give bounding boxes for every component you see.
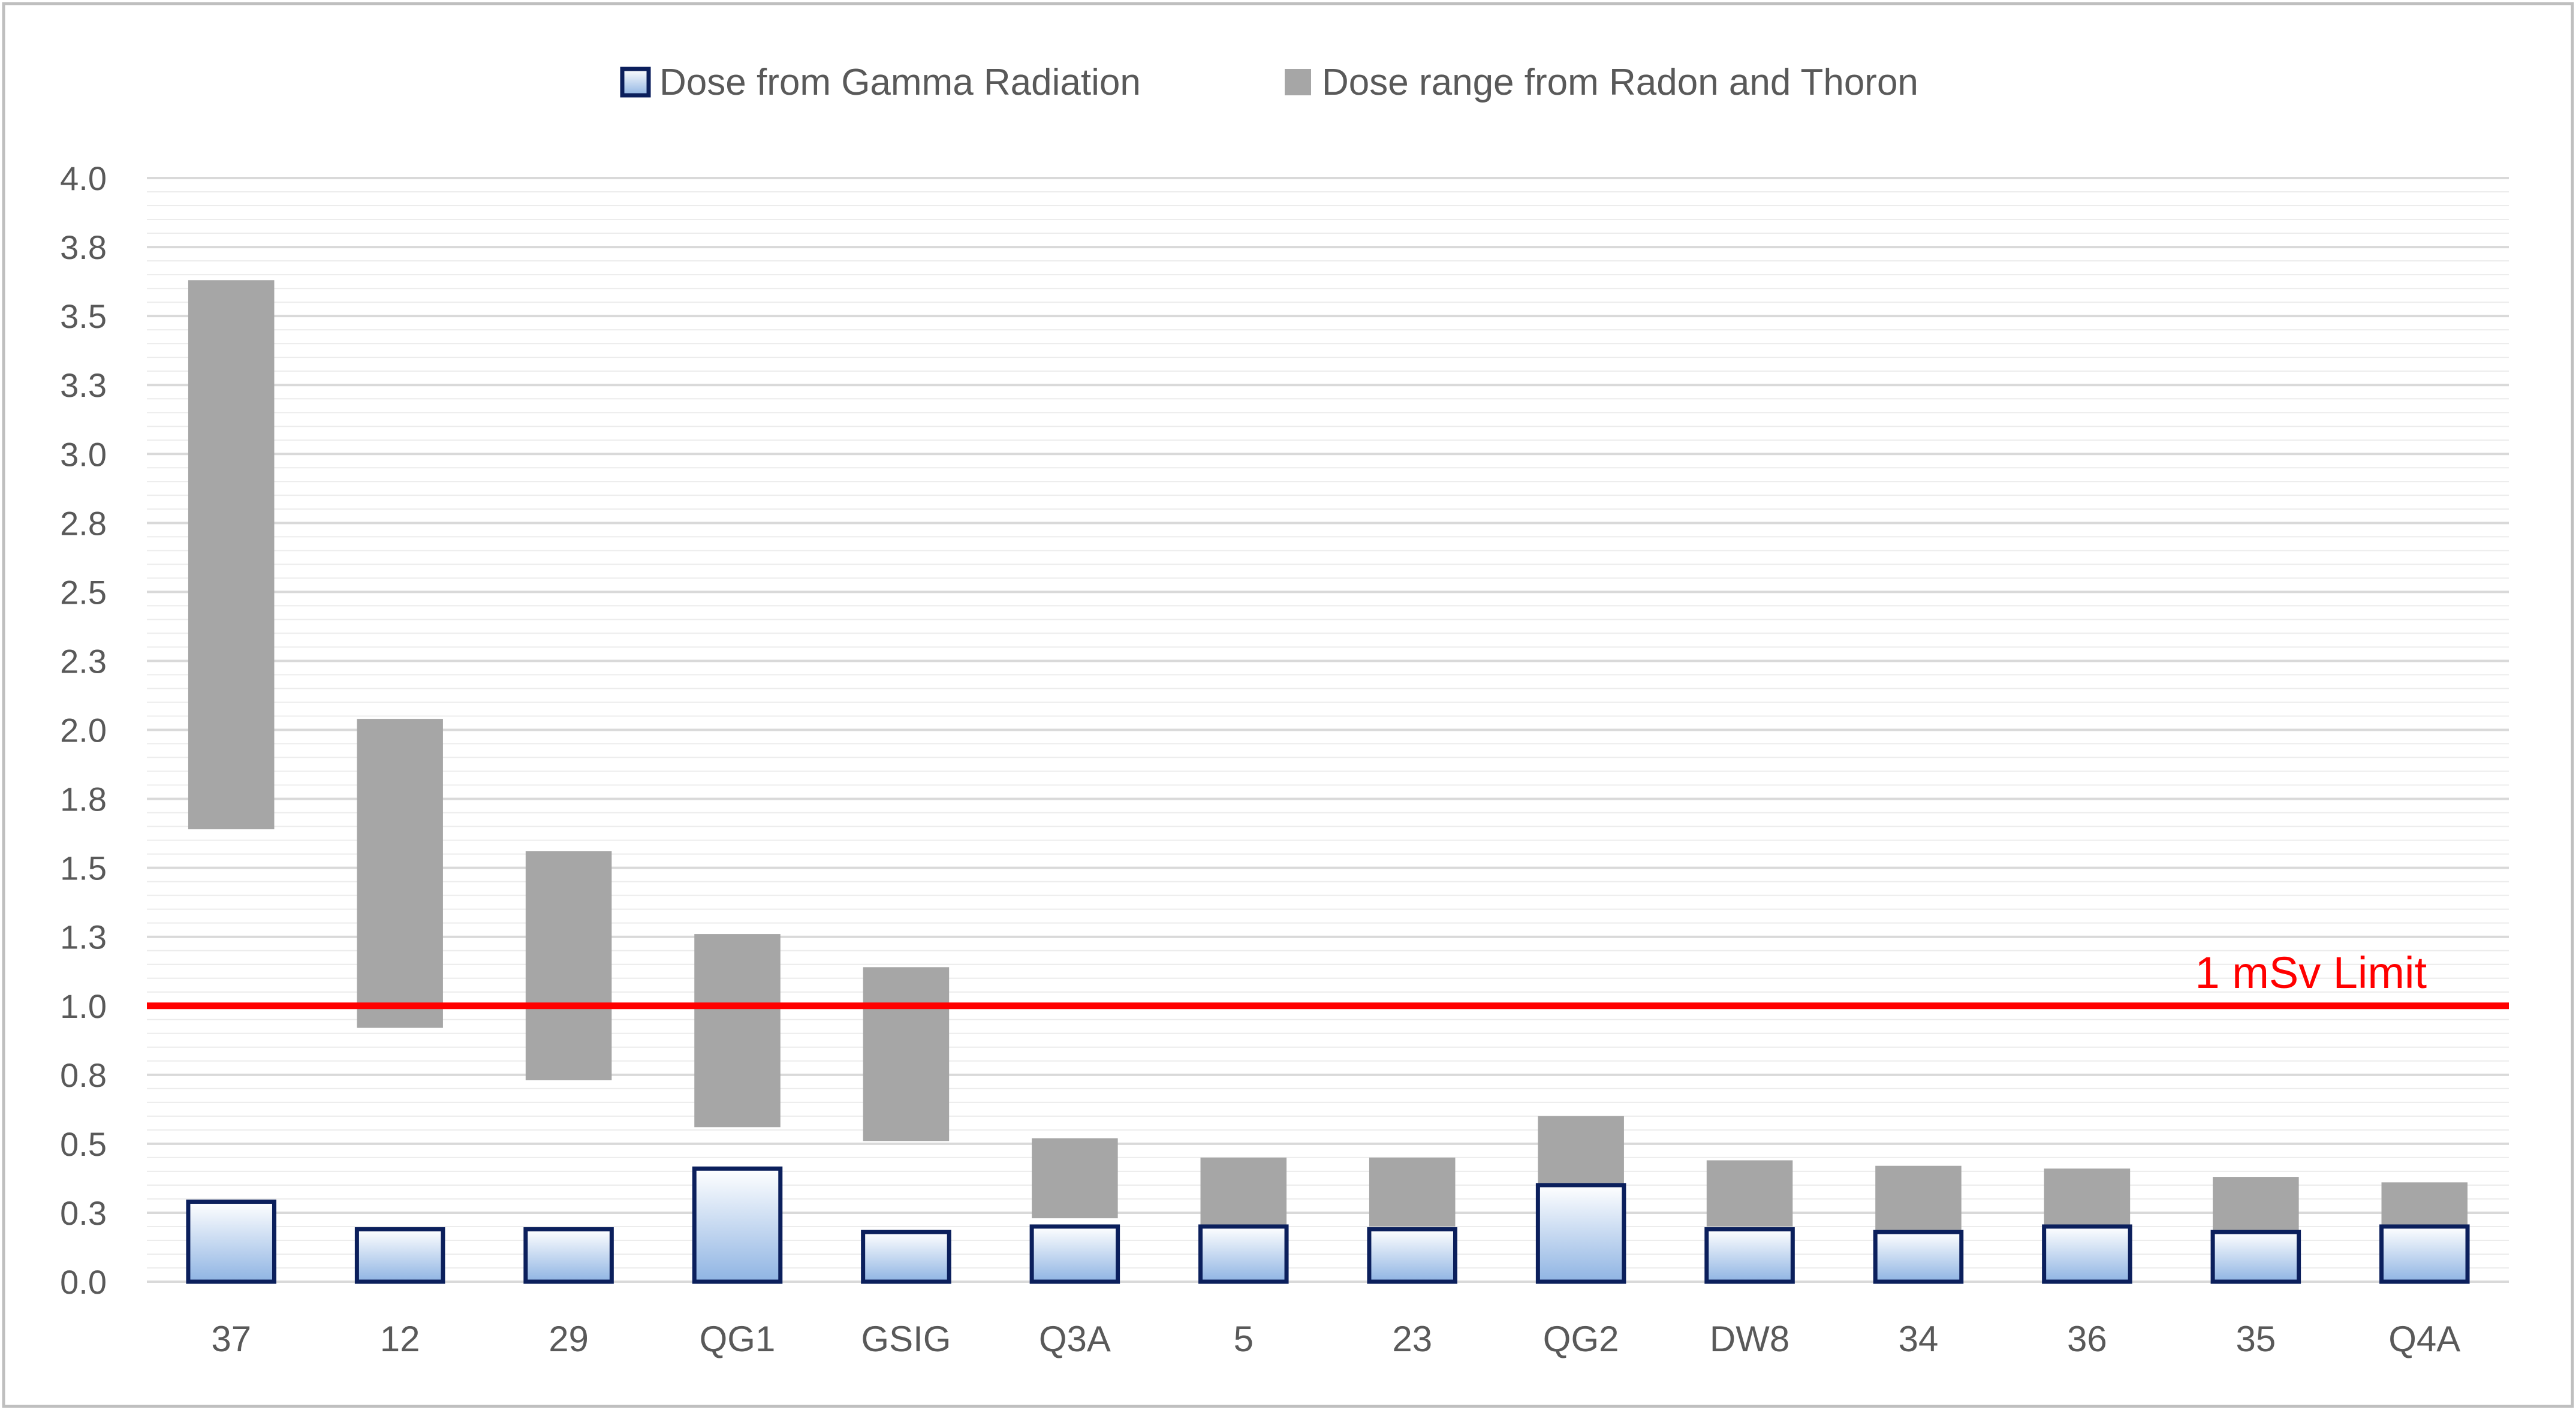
gamma-bar bbox=[692, 1166, 783, 1284]
x-category-label: 23 bbox=[1392, 1319, 1432, 1359]
legend-swatch-gamma bbox=[620, 67, 651, 98]
gamma-bar bbox=[1704, 1227, 1795, 1284]
range-bar bbox=[863, 967, 950, 1141]
y-tick-label: 3.5 bbox=[60, 297, 107, 335]
x-category-label: 35 bbox=[2235, 1319, 2276, 1359]
y-tick-label: 1.8 bbox=[60, 781, 107, 818]
radon-thoron-range-bars bbox=[188, 280, 2468, 1233]
range-bar bbox=[1538, 1116, 1624, 1185]
x-category-label: DW8 bbox=[1710, 1319, 1789, 1359]
x-category-label: 12 bbox=[380, 1319, 420, 1359]
limit-label: 1 mSv Limit bbox=[2195, 948, 2427, 998]
range-bar bbox=[694, 934, 781, 1128]
x-category-label: QG2 bbox=[1543, 1319, 1619, 1359]
x-category-label: 36 bbox=[2067, 1319, 2107, 1359]
x-category-label: GSIG bbox=[861, 1319, 951, 1359]
range-bar bbox=[2381, 1182, 2468, 1227]
legend: Dose from Gamma Radiation Dose range fro… bbox=[620, 62, 1918, 103]
range-bar bbox=[357, 719, 443, 1028]
x-category-label: 29 bbox=[549, 1319, 589, 1359]
gamma-bar bbox=[1535, 1183, 1626, 1284]
limit-line-group: 1 mSv Limit bbox=[147, 948, 2509, 1010]
y-tick-label: 2.5 bbox=[60, 573, 107, 611]
x-category-label: 34 bbox=[1899, 1319, 1939, 1359]
gamma-bar bbox=[2210, 1230, 2301, 1284]
y-tick-label: 0.0 bbox=[60, 1263, 107, 1301]
y-axis-tick-labels: 0.0 0.3 0.5 0.8 1.0 1.3 1.5 1.8 2.0 2.3 2.5 2.8 3.0 3… bbox=[60, 159, 107, 1301]
gamma-bar bbox=[354, 1227, 445, 1284]
y-tick-label: 1.3 bbox=[60, 918, 107, 956]
gamma-bar bbox=[1367, 1227, 1457, 1284]
y-tick-label: 4.0 bbox=[60, 159, 107, 197]
y-tick-label: 3.0 bbox=[60, 435, 107, 473]
x-category-label: 37 bbox=[211, 1319, 251, 1359]
y-tick-label: 0.3 bbox=[60, 1194, 107, 1232]
gamma-bar bbox=[1198, 1224, 1289, 1284]
y-tick-label: 1.0 bbox=[60, 987, 107, 1025]
legend-label-gamma: Dose from Gamma Radiation bbox=[659, 62, 1141, 103]
range-bar bbox=[525, 851, 612, 1081]
gamma-dose-bars bbox=[186, 1166, 2470, 1284]
range-bar bbox=[1200, 1157, 1287, 1227]
gamma-bar bbox=[2379, 1224, 2470, 1284]
range-bar bbox=[1032, 1138, 1118, 1219]
y-tick-label: 0.8 bbox=[60, 1056, 107, 1094]
x-category-label: 5 bbox=[1234, 1319, 1254, 1359]
gamma-bar bbox=[2042, 1224, 2132, 1284]
gamma-bar bbox=[186, 1200, 276, 1284]
x-axis-category-labels: 37 12 29 QG1 GSIG Q3A 5 23 QG2 DW8 34 36 35 Q4A bbox=[211, 1319, 2460, 1359]
range-bar bbox=[2044, 1168, 2131, 1227]
y-tick-label: 2.8 bbox=[60, 504, 107, 542]
gamma-bar bbox=[523, 1227, 614, 1284]
range-bar bbox=[188, 280, 275, 830]
y-tick-label: 3.3 bbox=[60, 366, 107, 404]
x-category-label: QG1 bbox=[700, 1319, 776, 1359]
range-bar bbox=[1706, 1160, 1793, 1227]
range-bar bbox=[1875, 1165, 1962, 1233]
range-bar bbox=[1369, 1157, 1456, 1227]
gamma-bar bbox=[1029, 1224, 1120, 1284]
x-category-label: Q3A bbox=[1039, 1319, 1111, 1359]
y-tick-label: 1.5 bbox=[60, 849, 107, 887]
y-tick-label: 0.5 bbox=[60, 1125, 107, 1163]
y-tick-label: 3.8 bbox=[60, 228, 107, 266]
y-tick-label: 2.0 bbox=[60, 712, 107, 749]
legend-swatch-range bbox=[1285, 69, 1311, 95]
range-bar bbox=[2213, 1177, 2299, 1233]
y-tick-label: 2.3 bbox=[60, 642, 107, 680]
x-category-label: Q4A bbox=[2388, 1319, 2460, 1359]
legend-label-range: Dose range from Radon and Thoron bbox=[1322, 62, 1918, 103]
gamma-bar bbox=[861, 1230, 951, 1284]
gamma-bar bbox=[1873, 1230, 1964, 1284]
